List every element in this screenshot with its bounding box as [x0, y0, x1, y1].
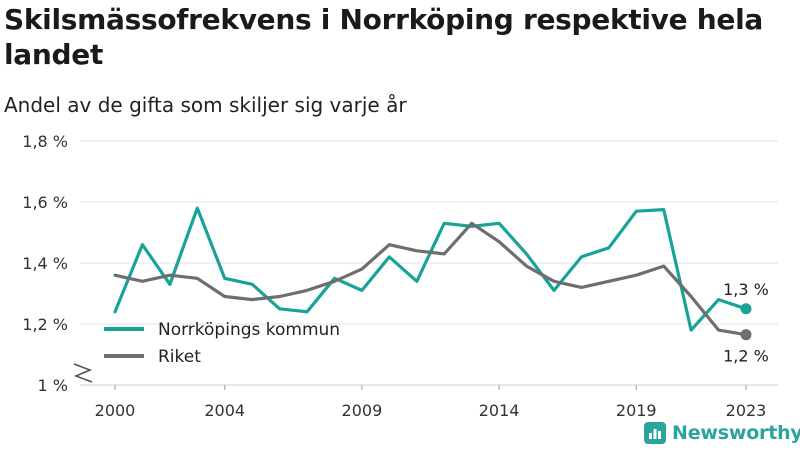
axis-break-icon: [73, 363, 93, 383]
newsworthy-logo: Newsworthy: [644, 420, 800, 446]
grid-lines: [80, 140, 778, 386]
x-axis-ticks: 2000 2004 2009 2014 2019 2023: [95, 385, 767, 420]
bar-chart-icon: [644, 422, 666, 444]
x-tick-label: 2023: [726, 401, 767, 420]
y-tick-label: 1 %: [38, 376, 68, 395]
series-end-point: [740, 329, 752, 341]
x-tick-label: 2004: [204, 401, 245, 420]
end-labels: 1,3 % 1,2 %: [723, 280, 769, 366]
chart-subtitle: Andel av de gifta som skiljer sig varje …: [4, 93, 407, 117]
x-tick-label: 2009: [342, 401, 383, 420]
legend: Norrköpings kommun Riket: [104, 320, 340, 367]
legend-label: Norrköpings kommun: [158, 320, 340, 340]
series-end-point: [740, 303, 752, 315]
x-tick-label: 2000: [95, 401, 136, 420]
axis-break-mark: [73, 363, 93, 383]
x-tick-label: 2019: [616, 401, 657, 420]
y-tick-label: 1,8 %: [22, 132, 68, 151]
end-label-norrkoping: 1,3 %: [723, 280, 769, 299]
end-label-riket: 1,2 %: [723, 347, 769, 366]
x-tick-label: 2014: [479, 401, 520, 420]
legend-label: Riket: [158, 347, 201, 367]
y-tick-label: 1,4 %: [22, 254, 68, 273]
series-lines: [113, 206, 752, 341]
series-line: [113, 221, 748, 337]
y-tick-label: 1,2 %: [22, 315, 68, 334]
y-tick-label: 1,6 %: [22, 193, 68, 212]
chart-title: Skilsmässofrekvens i Norrköping respekti…: [4, 3, 763, 71]
y-axis-ticks: 1 % 1,2 % 1,4 % 1,6 % 1,8 %: [22, 132, 68, 395]
brand-name: Newsworthy: [672, 422, 800, 444]
